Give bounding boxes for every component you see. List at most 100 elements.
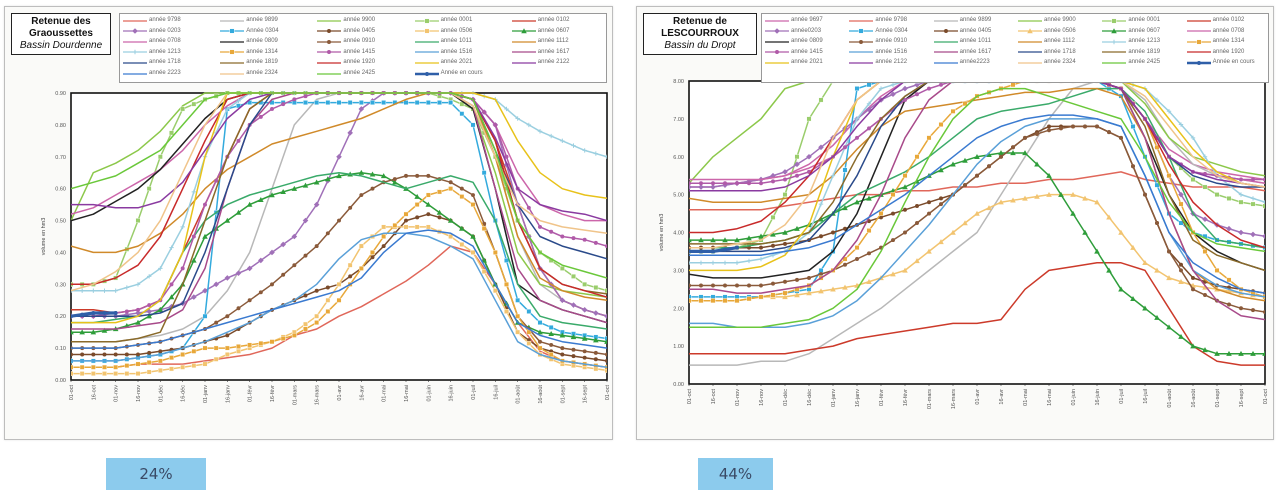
series-point: [794, 225, 800, 231]
series-point: [459, 225, 465, 231]
series-point: [926, 135, 932, 141]
series-point: [336, 297, 342, 303]
y-tick-label: 4.00: [673, 231, 684, 237]
series-point: [1262, 350, 1265, 356]
legend-item: année 2021: [765, 58, 823, 67]
legend-item: année 2223: [123, 69, 181, 78]
series-point: [113, 311, 118, 316]
series-point: [515, 297, 521, 303]
series-point: [392, 179, 398, 185]
legend-item: année 1314: [220, 48, 278, 57]
series-point: [963, 183, 967, 188]
legend-label: année 2021: [440, 59, 473, 66]
x-tick-label: 01-déc: [158, 385, 164, 402]
series-point: [1250, 350, 1256, 356]
series-group: [689, 79, 1265, 366]
series-point: [403, 211, 409, 217]
series-point: [258, 197, 264, 203]
series-point: [890, 271, 896, 277]
series-point: [537, 129, 543, 134]
series-point: [902, 173, 908, 179]
series-point: [303, 253, 308, 258]
legend-label: année 1718: [149, 59, 181, 66]
series-point: [735, 181, 739, 186]
legend-label: année 2324: [246, 70, 278, 76]
series-point: [313, 201, 320, 208]
series-point: [470, 233, 476, 239]
series-point: [348, 205, 353, 210]
series-point: [337, 218, 341, 223]
series-point: [314, 320, 320, 325]
legend-marker: [1027, 28, 1033, 34]
y-tick-label: 0.50: [55, 219, 66, 225]
legend-swatch: [123, 41, 147, 43]
x-tick-label: 16-juin: [1095, 389, 1101, 406]
series-point: [135, 361, 141, 367]
series-point: [191, 189, 197, 195]
series-point: [180, 352, 186, 357]
legend-item: Année en cours: [1186, 58, 1255, 67]
series-point: [269, 339, 275, 345]
legend-marker: [774, 28, 780, 34]
series-point: [1022, 150, 1028, 156]
series-point: [593, 310, 599, 316]
x-tick-label: 01-janv: [203, 385, 209, 403]
series-point: [1035, 132, 1039, 137]
series-point: [1190, 177, 1196, 182]
series-point: [783, 279, 787, 284]
series-point: [903, 97, 907, 102]
legend-item: année 2425: [1102, 58, 1160, 67]
legend-item: année 9798: [849, 16, 907, 25]
series-point: [113, 364, 119, 370]
series-point: [582, 237, 587, 242]
series-point: [560, 234, 565, 239]
series-point: [236, 306, 241, 311]
series-point: [593, 337, 599, 343]
series-point: [1226, 277, 1232, 283]
legend-label: année 0607: [537, 27, 570, 34]
series-point: [818, 201, 824, 207]
x-tick-label: 16-mai: [404, 385, 410, 402]
legend-swatch: [1186, 51, 1211, 53]
series-point: [358, 106, 365, 112]
series-point: [314, 288, 319, 293]
series-point: [699, 181, 703, 186]
legend-label: année 9899: [959, 17, 992, 23]
series-point: [448, 180, 453, 185]
series-point: [537, 320, 543, 325]
legend-marker: [132, 28, 138, 34]
series-point: [147, 303, 152, 308]
legend-swatch: [414, 51, 439, 53]
y-tick-label: 8.00: [673, 79, 684, 85]
series-point: [370, 100, 375, 105]
series-point: [1226, 225, 1232, 232]
series-point: [903, 207, 907, 212]
series-point: [247, 342, 253, 348]
series-point: [548, 133, 554, 139]
series-point: [135, 371, 141, 377]
legend-swatch: [414, 18, 439, 23]
series-point: [537, 345, 543, 351]
series-point: [794, 154, 800, 160]
legend-label: année 1920: [1212, 48, 1245, 55]
legend-item: Année 0304: [220, 27, 279, 36]
series-point: [854, 199, 860, 205]
series-point: [842, 167, 848, 173]
series-point: [415, 215, 420, 220]
series-point: [842, 284, 848, 290]
series-point: [258, 290, 263, 295]
series-point: [1094, 199, 1100, 205]
legend-label: année 0809: [791, 38, 823, 45]
series-point: [950, 161, 956, 167]
series-point: [470, 202, 476, 208]
series-point: [1118, 229, 1124, 235]
series-point: [280, 189, 286, 195]
legend-swatch: [1018, 62, 1042, 64]
series-point: [571, 273, 576, 279]
series-point: [102, 371, 107, 377]
series-point: [758, 256, 764, 262]
legend-label: année 9899: [246, 17, 278, 23]
series-point: [1227, 302, 1231, 307]
series-point: [202, 345, 208, 351]
legend-swatch: [317, 62, 342, 64]
